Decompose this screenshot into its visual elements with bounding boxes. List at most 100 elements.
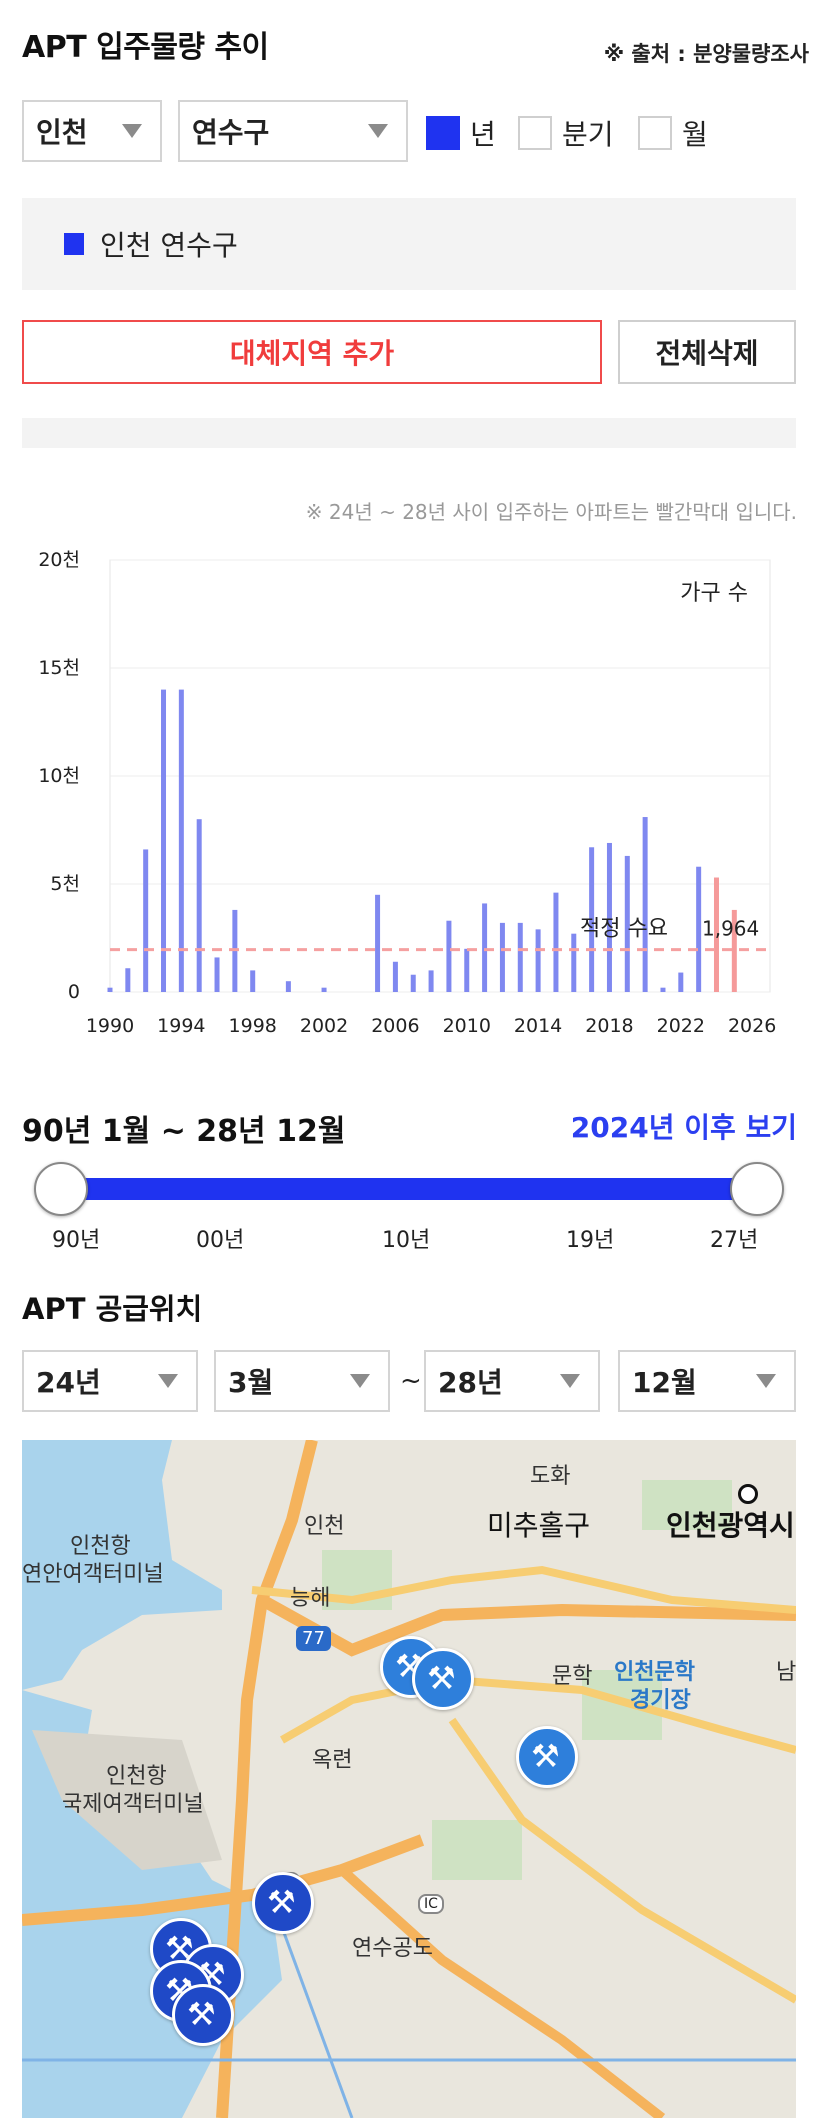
map-label-yeonsu-park: 연수공도	[352, 1936, 433, 1961]
checkbox-checked-icon	[426, 116, 460, 150]
chart-x-tick-label: 2002	[300, 1015, 348, 1037]
delete-all-button[interactable]: 전체삭제	[618, 320, 796, 384]
range-label: 90년 1월 ~ 28년 12월	[22, 1114, 346, 1149]
chevron-down-icon	[122, 124, 142, 138]
supply-map[interactable]: 도화 미추홀구 인천광역시 인천항 연안여객터미널 인천 능해 77 문학 인천…	[22, 1440, 796, 2118]
chart-bar	[678, 972, 684, 992]
chart-bar	[535, 929, 541, 992]
from-year-select[interactable]: 24년	[22, 1350, 198, 1412]
from-month-value: 3월	[228, 1366, 274, 1399]
apt-supply-marker[interactable]: ⚒	[172, 1984, 234, 2046]
chart-x-tick-label: 2022	[657, 1015, 705, 1037]
after-2024-link[interactable]: 2024년 이후 보기	[570, 1111, 797, 1144]
to-month-value: 12월	[632, 1366, 697, 1399]
city-hall-icon	[738, 1484, 758, 1504]
chart-reference-value: 1,964	[702, 917, 759, 941]
chart-bar	[285, 981, 291, 992]
period-quarter-checkbox[interactable]: 분기	[518, 113, 614, 153]
to-year-value: 28년	[438, 1366, 503, 1399]
range-tick: 00년	[196, 1228, 245, 1253]
map-label-edge: 남	[776, 1660, 796, 1685]
period-quarter-label: 분기	[562, 118, 614, 151]
map-label-coastal-terminal: 연안여객터미널	[22, 1562, 164, 1587]
period-year-checkbox[interactable]: 년	[426, 113, 496, 153]
map-label-stadium: 인천문학	[614, 1660, 695, 1685]
period-month-checkbox[interactable]: 월	[638, 113, 708, 153]
district-select[interactable]: 연수구	[178, 100, 408, 162]
chart-y-tick-label: 10천	[38, 765, 80, 787]
add-region-button[interactable]: 대체지역 추가	[22, 320, 602, 384]
supply-bar-chart: 0 5천 10천 15천 20천 1990 1994 1998 2002 2006 2010 2014…	[38, 549, 776, 1037]
map-label-michuhol: 미추홀구	[487, 1509, 591, 1542]
chart-bar	[713, 877, 719, 992]
chart-x-tick-label: 2006	[371, 1015, 419, 1037]
range-separator: ~	[400, 1366, 422, 1396]
chart-bar	[517, 922, 523, 992]
to-year-select[interactable]: 28년	[424, 1350, 600, 1412]
checkbox-icon	[638, 116, 672, 150]
chart-x-tick-label: 1994	[157, 1015, 205, 1037]
chart-bar	[321, 987, 327, 992]
chart-bar	[731, 909, 737, 992]
chart-bar	[143, 849, 149, 992]
chart-y-axis-label: 가구 수	[680, 581, 748, 606]
map-label-dohwa: 도화	[530, 1464, 571, 1489]
chart-bar	[499, 922, 505, 992]
page-title: APT 입주물량 추이	[22, 30, 269, 65]
chart-bar	[553, 892, 559, 992]
range-tick: 90년	[52, 1228, 101, 1253]
map-label-ic-incheon: 인천	[304, 1514, 345, 1539]
chart-bar	[571, 933, 577, 992]
chevron-down-icon	[350, 1374, 370, 1388]
chart-x-tick-label: 2014	[514, 1015, 562, 1037]
map-label-stadium-2: 경기장	[630, 1688, 691, 1713]
chart-bar	[696, 866, 702, 992]
chart-bar	[375, 894, 381, 992]
range-tick: 10년	[382, 1228, 431, 1253]
route-77-sign: 77	[296, 1626, 331, 1651]
chart-bar	[660, 987, 666, 992]
range-tick: 19년	[566, 1228, 615, 1253]
map-label-okryeon: 옥련	[312, 1748, 353, 1773]
chart-bar	[161, 689, 167, 992]
chart-bar	[214, 957, 220, 992]
chart-bar	[624, 855, 630, 992]
legend-swatch	[64, 233, 84, 255]
legend-panel: 인천 연수구	[22, 198, 796, 290]
to-month-select[interactable]: 12월	[618, 1350, 796, 1412]
apt-supply-marker[interactable]: ⚒	[516, 1726, 578, 1788]
chart-bar	[178, 689, 184, 992]
range-slider-end-handle[interactable]	[730, 1162, 784, 1216]
region-select[interactable]: 인천	[22, 100, 162, 162]
chevron-down-icon	[560, 1374, 580, 1388]
chart-bar	[589, 847, 595, 992]
chevron-down-icon	[158, 1374, 178, 1388]
range-slider-track[interactable]	[58, 1178, 758, 1200]
range-tick: 27년	[710, 1228, 759, 1253]
legend-label: 인천 연수구	[100, 229, 238, 262]
range-slider-start-handle[interactable]	[34, 1162, 88, 1216]
chart-y-tick-label: 0	[68, 981, 80, 1003]
chart-bar	[464, 948, 470, 992]
source-note: ※ 출처 : 분양물량조사	[603, 42, 809, 66]
period-month-label: 월	[682, 118, 708, 151]
chart-y-tick-label: 15천	[38, 657, 80, 679]
map-label-incheon-metro: 인천광역시	[666, 1509, 795, 1542]
chart-bar	[125, 968, 131, 992]
chart-x-tick-label: 2026	[728, 1015, 776, 1037]
chart-bar	[606, 842, 612, 992]
chart-bar	[196, 819, 202, 992]
chart-bar	[446, 920, 452, 992]
chart-y-tick-label: 5천	[50, 873, 80, 895]
from-year-value: 24년	[36, 1366, 101, 1399]
map-label-ic-neunghae: 능해	[290, 1586, 331, 1611]
chevron-down-icon	[368, 124, 388, 138]
chevron-down-icon	[756, 1374, 776, 1388]
from-month-select[interactable]: 3월	[214, 1350, 390, 1412]
apt-supply-marker[interactable]: ⚒	[412, 1648, 474, 1710]
chart-bar	[250, 970, 256, 992]
map-label-intl-port: 인천항	[106, 1764, 167, 1789]
chart-y-tick-label: 20천	[38, 549, 80, 571]
district-select-value: 연수구	[192, 116, 270, 149]
apt-supply-marker[interactable]: ⚒	[252, 1872, 314, 1934]
